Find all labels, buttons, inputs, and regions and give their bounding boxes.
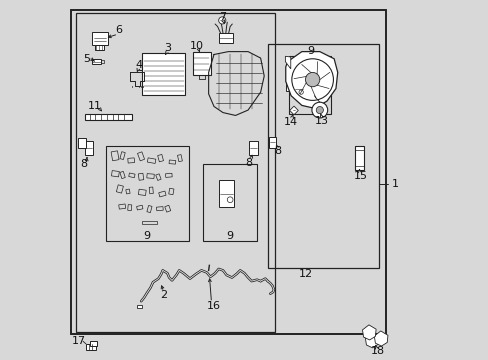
Bar (106, 146, 188, 241)
Bar (203, 164, 257, 241)
Text: 8: 8 (245, 158, 252, 168)
Text: 8: 8 (81, 159, 87, 169)
Bar (354, 145, 363, 170)
Bar (85, 141, 93, 155)
Bar (92, 32, 107, 45)
Polygon shape (289, 106, 298, 115)
Bar (95, 45, 104, 50)
Bar (219, 180, 233, 207)
Polygon shape (137, 305, 142, 309)
Text: 4: 4 (135, 59, 142, 69)
Polygon shape (285, 56, 290, 69)
Text: 15: 15 (353, 171, 367, 181)
Text: 8: 8 (274, 146, 281, 156)
Text: 9: 9 (143, 231, 150, 240)
Circle shape (305, 72, 319, 87)
Circle shape (311, 102, 327, 118)
Bar (142, 53, 185, 95)
Text: 2: 2 (160, 291, 167, 301)
Bar (192, 51, 210, 75)
Bar (127, 158, 134, 163)
Text: 1: 1 (391, 179, 398, 189)
Bar (218, 33, 233, 43)
Text: 3: 3 (163, 44, 170, 53)
Text: 9: 9 (226, 231, 233, 240)
Bar (92, 59, 101, 64)
Text: 9: 9 (306, 46, 314, 56)
Text: 11: 11 (87, 101, 102, 111)
Bar (294, 80, 303, 98)
Bar (127, 204, 131, 211)
Text: 18: 18 (370, 346, 384, 356)
Bar (86, 344, 96, 350)
Bar (157, 154, 163, 162)
Bar (111, 151, 119, 161)
Bar (125, 189, 130, 194)
Bar (159, 191, 166, 197)
Polygon shape (285, 51, 337, 108)
Text: 16: 16 (206, 301, 221, 311)
Bar (142, 221, 156, 224)
Bar (70, 10, 386, 334)
Bar (149, 187, 153, 194)
Text: 5: 5 (83, 54, 90, 64)
Bar (85, 114, 131, 120)
Text: 14: 14 (283, 117, 297, 127)
Bar (249, 140, 258, 155)
Bar (156, 174, 161, 180)
Bar (177, 154, 182, 162)
Circle shape (291, 59, 333, 100)
Text: 12: 12 (298, 269, 312, 279)
Bar (116, 185, 123, 193)
Bar (111, 171, 119, 177)
Bar (147, 158, 156, 163)
Bar (120, 171, 125, 179)
Bar (164, 205, 170, 212)
Polygon shape (373, 331, 387, 346)
Bar (70, 10, 386, 334)
Bar (138, 189, 146, 195)
Bar (76, 13, 274, 332)
Bar (120, 152, 125, 159)
Bar (268, 137, 276, 148)
Circle shape (316, 107, 323, 114)
Bar (267, 44, 378, 268)
Bar (289, 56, 330, 114)
Bar (169, 160, 175, 164)
Bar (165, 173, 172, 177)
Bar (146, 174, 154, 179)
Circle shape (218, 17, 225, 24)
Bar (90, 341, 97, 346)
Bar (136, 205, 142, 210)
Polygon shape (365, 333, 378, 348)
Text: 10: 10 (190, 41, 204, 50)
Bar (119, 204, 125, 209)
Bar (78, 138, 86, 148)
Text: 7: 7 (219, 12, 226, 22)
Bar (168, 188, 174, 195)
Bar (285, 66, 292, 91)
Bar (137, 152, 144, 161)
Text: 17: 17 (72, 336, 86, 346)
Bar (138, 173, 143, 180)
Text: 13: 13 (314, 116, 328, 126)
Polygon shape (362, 325, 375, 340)
Text: 6: 6 (115, 26, 122, 35)
Bar (146, 206, 152, 213)
Bar (156, 207, 163, 211)
Bar (128, 173, 135, 178)
